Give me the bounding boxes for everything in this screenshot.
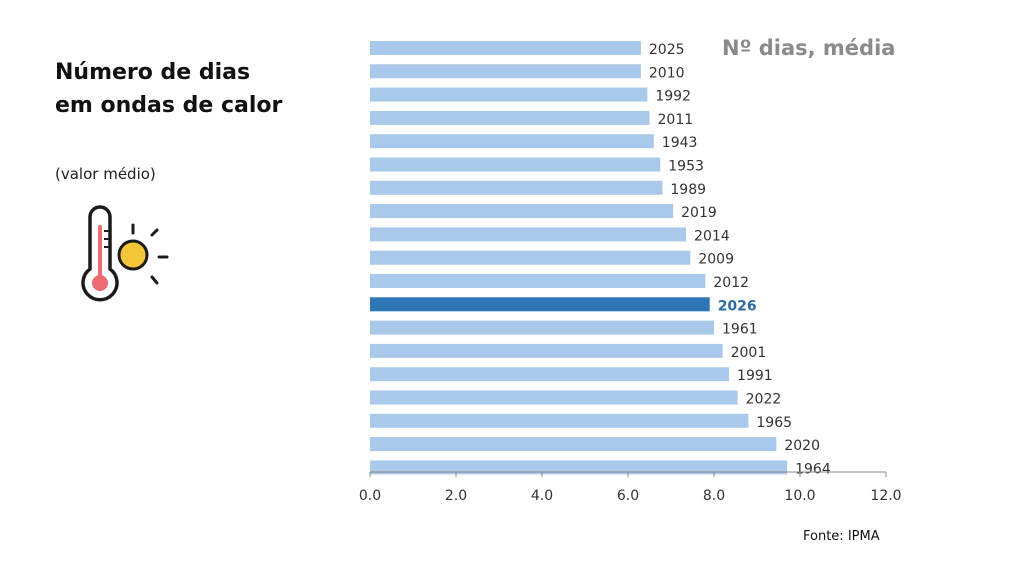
source-label: Fonte: IPMA [803,529,880,544]
bars-group [370,41,788,475]
bar-1992 [370,87,648,102]
bar-2022 [370,390,738,405]
bar-label-2001: 2001 [731,345,767,361]
bar-label-2010: 2010 [649,65,685,81]
bar-label-1991: 1991 [737,368,773,384]
bar-2012 [370,274,706,288]
thermometer-sun-icon [81,205,169,302]
bar-1961 [370,320,714,335]
bar-label-2025: 2025 [649,42,685,58]
bar-1964 [370,460,788,475]
x-axis-ticks-group: 0.0 2.0 4.0 6.0 8.0 10.0 12.0 [359,472,902,504]
bar-2025 [370,41,641,55]
bar-label-1943: 1943 [662,135,698,151]
bar-2010 [370,64,641,79]
x-tick-label: 10.0 [784,488,815,504]
bar-2026 [370,297,710,312]
bar-1953 [370,157,661,172]
x-tick-label: 6.0 [617,488,639,504]
bar-label-1953: 1953 [668,159,704,175]
x-tick-label: 12.0 [870,488,901,504]
bar-label-1961: 1961 [722,322,758,338]
category-labels-group: 2025 2010 1992 2011 1943 1953 1989 2019 2014 2009… [649,42,831,477]
bar-1989 [370,180,663,195]
bar-label-1964: 1964 [795,461,831,477]
x-tick-label: 8.0 [703,488,725,504]
bar-2019 [370,204,674,219]
bar-label-2020: 2020 [784,438,820,454]
bar-label-2026: 2026 [718,298,757,314]
bar-2020 [370,437,777,452]
x-tick-label: 0.0 [359,488,381,504]
bar-2011 [370,110,650,125]
bar-label-1989: 1989 [670,182,706,198]
page-subtitle: (valor médio) [55,165,156,183]
bar-2009 [370,250,691,265]
bar-label-2022: 2022 [746,392,782,408]
bar-label-2012: 2012 [713,275,749,291]
bar-label-2009: 2009 [698,252,734,268]
x-tick-label: 4.0 [531,488,553,504]
bar-label-2019: 2019 [681,205,717,221]
bar-label-1965: 1965 [756,415,792,431]
bar-label-1992: 1992 [655,89,691,105]
bar-2014 [370,227,687,242]
x-tick-label: 2.0 [445,488,467,504]
bar-1991 [370,367,730,382]
bar-label-2011: 2011 [658,112,694,128]
page-title: Número de dias em ondas de calor [55,60,283,118]
chart-title: Nº dias, média [722,36,895,60]
bar-label-2014: 2014 [694,228,730,244]
bar-2001 [370,343,723,358]
bar-1965 [370,413,749,428]
bar-1943 [370,134,654,149]
